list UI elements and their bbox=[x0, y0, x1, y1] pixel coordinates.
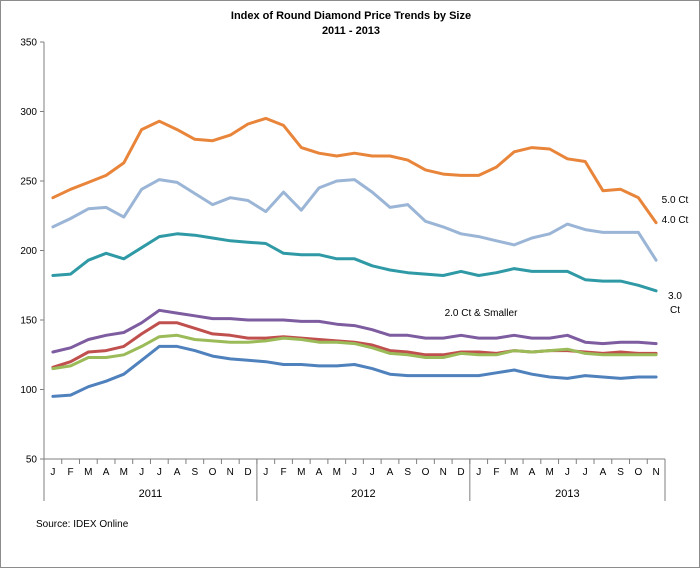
series-label: 3.0 bbox=[668, 291, 682, 302]
series-line bbox=[51, 232, 658, 293]
x-month-label: O bbox=[422, 467, 430, 478]
series-line bbox=[51, 333, 658, 371]
source-note: Source: IDEX Online bbox=[36, 519, 129, 530]
series-line bbox=[51, 116, 658, 225]
year-label: 2012 bbox=[351, 488, 375, 500]
x-month-label: D bbox=[457, 467, 464, 478]
x-month-label: A bbox=[103, 467, 110, 478]
x-month-label: F bbox=[493, 467, 499, 478]
x-month-label: O bbox=[209, 467, 217, 478]
year-label: 2013 bbox=[555, 488, 579, 500]
x-month-label: N bbox=[653, 467, 660, 478]
x-month-label: J bbox=[139, 467, 144, 478]
x-month-label: J bbox=[263, 467, 268, 478]
x-month-label: M bbox=[84, 467, 92, 478]
x-month-label: A bbox=[174, 467, 181, 478]
x-month-label: M bbox=[333, 467, 341, 478]
x-month-label: M bbox=[120, 467, 128, 478]
x-month-label: N bbox=[227, 467, 234, 478]
x-month-label: J bbox=[565, 467, 570, 478]
x-month-label: J bbox=[476, 467, 481, 478]
y-tick-label: 200 bbox=[20, 246, 37, 257]
chart-subtitle: 2011 - 2013 bbox=[321, 25, 381, 37]
x-month-label: O bbox=[634, 467, 642, 478]
series-line bbox=[51, 178, 658, 262]
y-tick-label: 350 bbox=[20, 38, 37, 49]
x-month-label: S bbox=[404, 467, 411, 478]
x-month-label: S bbox=[617, 467, 624, 478]
series-label: Ct bbox=[670, 305, 680, 316]
chart-title: Index of Round Diamond Price Trends by S… bbox=[230, 10, 472, 22]
series-line bbox=[51, 344, 658, 398]
y-tick-label: 250 bbox=[20, 177, 37, 188]
x-month-label: J bbox=[157, 467, 162, 478]
year-label: 2011 bbox=[139, 488, 163, 500]
x-month-label: F bbox=[68, 467, 74, 478]
series-line bbox=[51, 308, 658, 354]
x-month-label: A bbox=[529, 467, 536, 478]
x-month-label: J bbox=[50, 467, 55, 478]
y-tick-label: 50 bbox=[26, 455, 38, 466]
y-tick-label: 100 bbox=[20, 385, 37, 396]
x-month-label: M bbox=[297, 467, 305, 478]
x-month-label: J bbox=[583, 467, 588, 478]
x-month-label: D bbox=[244, 467, 251, 478]
y-tick-label: 150 bbox=[20, 316, 37, 327]
x-month-label: A bbox=[316, 467, 323, 478]
x-month-label: J bbox=[370, 467, 375, 478]
series-label: 4.0 Ct bbox=[662, 215, 689, 226]
y-tick-label: 300 bbox=[20, 107, 37, 118]
x-month-label: S bbox=[191, 467, 198, 478]
x-month-label: A bbox=[387, 467, 394, 478]
x-month-label: J bbox=[352, 467, 357, 478]
x-month-label: N bbox=[440, 467, 447, 478]
x-month-label: M bbox=[510, 467, 518, 478]
series-label: 5.0 Ct bbox=[662, 195, 689, 206]
series-label: 2.0 Ct & Smaller bbox=[445, 308, 518, 319]
x-month-label: M bbox=[545, 467, 553, 478]
x-month-label: A bbox=[600, 467, 607, 478]
x-month-label: F bbox=[280, 467, 286, 478]
